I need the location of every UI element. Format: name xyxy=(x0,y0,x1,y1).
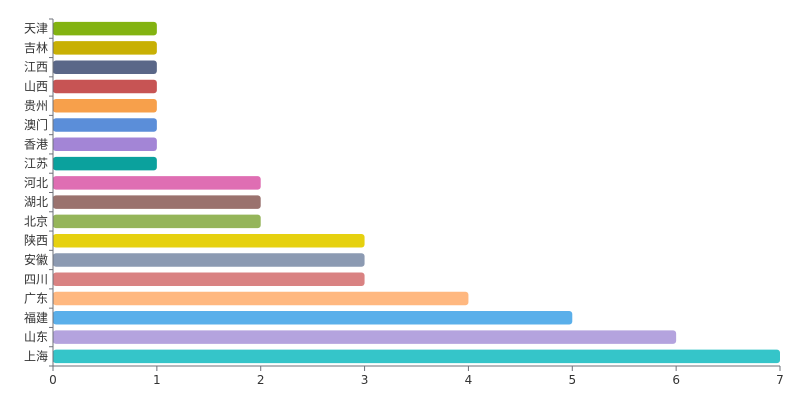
x-tick-label: 4 xyxy=(465,373,473,387)
bar-河北[interactable] xyxy=(53,176,261,190)
bar-北京[interactable] xyxy=(53,214,261,229)
x-tick-label: 2 xyxy=(257,373,265,387)
x-tick-label: 0 xyxy=(49,373,57,387)
bar-香港[interactable] xyxy=(53,137,157,152)
bar-四川[interactable] xyxy=(53,272,365,286)
category-label: 湖北 xyxy=(24,194,48,209)
category-label: 河北 xyxy=(24,176,48,190)
bar-江苏[interactable] xyxy=(53,156,157,171)
category-label: 福建 xyxy=(24,310,48,325)
bar-贵州[interactable] xyxy=(53,99,157,113)
x-tick-label: 7 xyxy=(776,373,784,387)
axis-layer xyxy=(49,18,781,371)
bar-安徽[interactable] xyxy=(53,253,365,267)
bar-湖北[interactable] xyxy=(53,195,261,209)
bar-山西[interactable] xyxy=(53,79,157,94)
x-tick-label: 6 xyxy=(672,373,680,387)
bar-吉林[interactable] xyxy=(53,41,157,55)
category-label: 吉林 xyxy=(24,41,48,55)
bar-上海[interactable] xyxy=(53,349,780,364)
x-tick-label: 5 xyxy=(568,373,576,387)
bar-广东[interactable] xyxy=(53,291,469,306)
x-tick-label: 1 xyxy=(153,373,161,387)
category-label: 山东 xyxy=(24,330,48,344)
bar-福建[interactable] xyxy=(53,311,573,325)
category-label: 江苏 xyxy=(24,157,48,171)
category-label: 江西 xyxy=(24,60,48,74)
bar-江西[interactable] xyxy=(53,60,157,74)
category-label: 北京 xyxy=(24,214,48,228)
category-label: 上海 xyxy=(24,348,48,363)
category-label: 安徽 xyxy=(24,252,48,267)
category-label: 广东 xyxy=(24,292,48,306)
category-label: 陕西 xyxy=(24,233,48,248)
category-label: 天津 xyxy=(24,22,48,36)
x-tick-label: 3 xyxy=(361,373,369,387)
bar-天津[interactable] xyxy=(53,21,157,36)
bar-山东[interactable] xyxy=(53,330,677,344)
category-label: 贵州 xyxy=(24,99,48,113)
category-label: 四川 xyxy=(24,272,48,286)
category-label: 澳门 xyxy=(24,117,48,132)
bar-陕西[interactable] xyxy=(53,233,365,248)
category-label: 香港 xyxy=(24,137,48,151)
bar-澳门[interactable] xyxy=(53,118,157,132)
bars-layer xyxy=(53,21,780,364)
category-label: 山西 xyxy=(24,79,48,93)
